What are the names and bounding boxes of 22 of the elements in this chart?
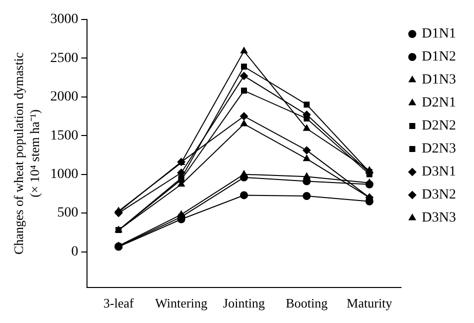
y-tick-label: 500 (57, 206, 78, 221)
legend-label: D1N2 (422, 50, 456, 65)
y-axis-title: Changes of wheat population dymastic (× 10⁴ stem ha⁻¹) (11, 52, 42, 254)
y-tick-label: 2000 (50, 90, 78, 105)
legend-label: D2N1 (422, 96, 456, 111)
legend-label: D3N2 (422, 188, 456, 203)
y-tick-label: 1000 (50, 166, 78, 182)
legend-label: D3N3 (422, 210, 456, 226)
y-tick-label: 2500 (50, 50, 78, 66)
x-tick-label: Wintering (155, 296, 208, 311)
y-tick-label: 0 (71, 244, 78, 260)
x-tick-label: Jointing (223, 296, 266, 311)
y-tick-label: 1500 (50, 128, 78, 144)
legend-label: D2N3 (422, 142, 456, 157)
x-tick-label: 3-leaf (103, 296, 134, 311)
legend-label: D3N1 (422, 164, 456, 180)
x-tick-label: Booting (286, 296, 328, 311)
legend-label: D1N1 (422, 26, 456, 42)
legend-label: D1N3 (422, 72, 456, 88)
x-tick-label: Maturity (346, 296, 393, 311)
y-tick-label: 3000 (50, 12, 78, 28)
legend-label: D2N2 (422, 118, 456, 134)
